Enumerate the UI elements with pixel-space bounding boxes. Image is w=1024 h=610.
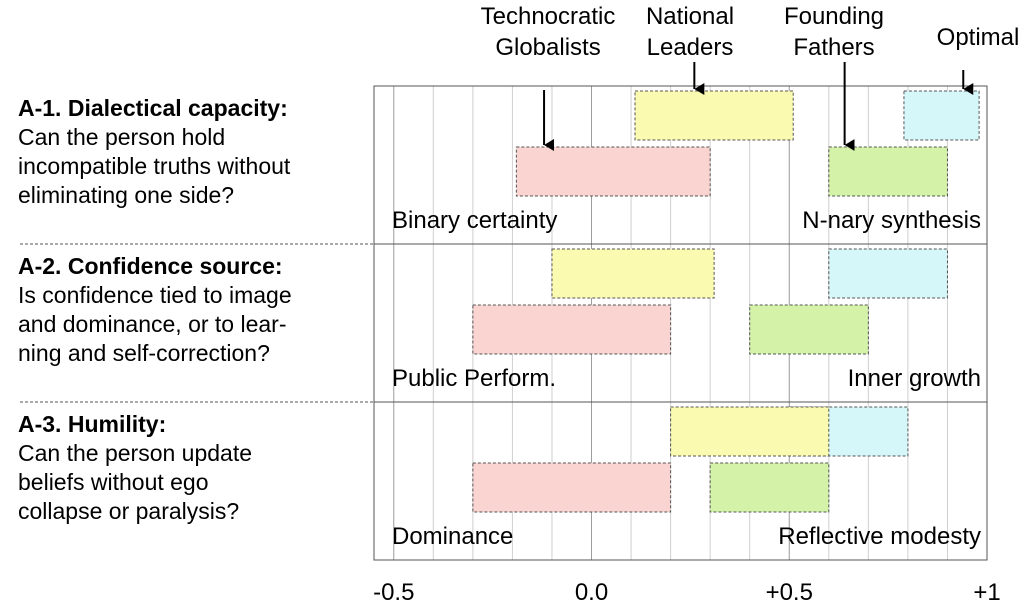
right-endpoint-label: N-nary synthesis <box>802 207 981 234</box>
bar-founding <box>749 304 869 355</box>
question-line: eliminating one side? <box>18 182 235 208</box>
question-line: ning and self-correction? <box>18 340 270 366</box>
question-title: A-3. Humility: <box>18 411 167 437</box>
question-title: A-1. Dialectical capacity: <box>18 95 288 121</box>
left-endpoint-label: Public Perform. <box>392 365 556 392</box>
question-block: A-1. Dialectical capacity: Can the person… <box>18 94 368 210</box>
question-line: beliefs without ego <box>18 469 209 495</box>
series-label-technocratic: Technocratic <box>481 3 616 30</box>
left-endpoint-label: Dominance <box>392 523 513 550</box>
series-label-technocratic: Globalists <box>495 34 600 61</box>
x-tick-label: -0.5 <box>373 579 414 606</box>
right-endpoint-label: Inner growth <box>848 365 981 392</box>
series-label-founding: Fathers <box>793 34 874 61</box>
question-line: Can the person hold <box>18 124 226 150</box>
bar-technocratic <box>515 146 711 197</box>
series-label-national: Leaders <box>647 34 734 61</box>
bar-optimal <box>903 90 980 141</box>
series-label-optimal: Optimal <box>937 24 1020 51</box>
bar-technocratic <box>472 462 672 513</box>
bar-founding <box>709 462 830 513</box>
bar-national <box>551 248 715 299</box>
bar-national <box>634 90 794 141</box>
question-line: and dominance, or to lear- <box>18 311 287 337</box>
series-label-founding: Founding <box>784 3 884 30</box>
right-endpoint-label: Reflective modesty <box>778 523 981 550</box>
left-endpoint-label: Binary certainty <box>392 207 557 234</box>
x-tick-label: 0.0 <box>575 579 608 606</box>
bar-optimal <box>828 248 948 299</box>
x-tick-label: +0.5 <box>766 579 813 606</box>
plot-frame <box>373 85 988 561</box>
question-line: Can the person update <box>18 440 253 466</box>
question-title: A-2. Confidence source: <box>18 253 283 279</box>
question-block: A-2. Confidence source: Is confidence tie… <box>18 252 368 368</box>
series-label-national: National <box>646 3 734 30</box>
question-line: Is confidence tied to image <box>18 282 292 308</box>
bar-founding <box>828 146 948 197</box>
question-line: collapse or paralysis? <box>18 498 240 524</box>
question-block: A-3. Humility: Can the person update belie… <box>18 410 368 526</box>
bar-technocratic <box>472 304 672 355</box>
bar-national <box>670 406 830 457</box>
x-tick-label: +1 <box>973 579 1000 606</box>
question-line: incompatible truths without <box>18 153 291 179</box>
